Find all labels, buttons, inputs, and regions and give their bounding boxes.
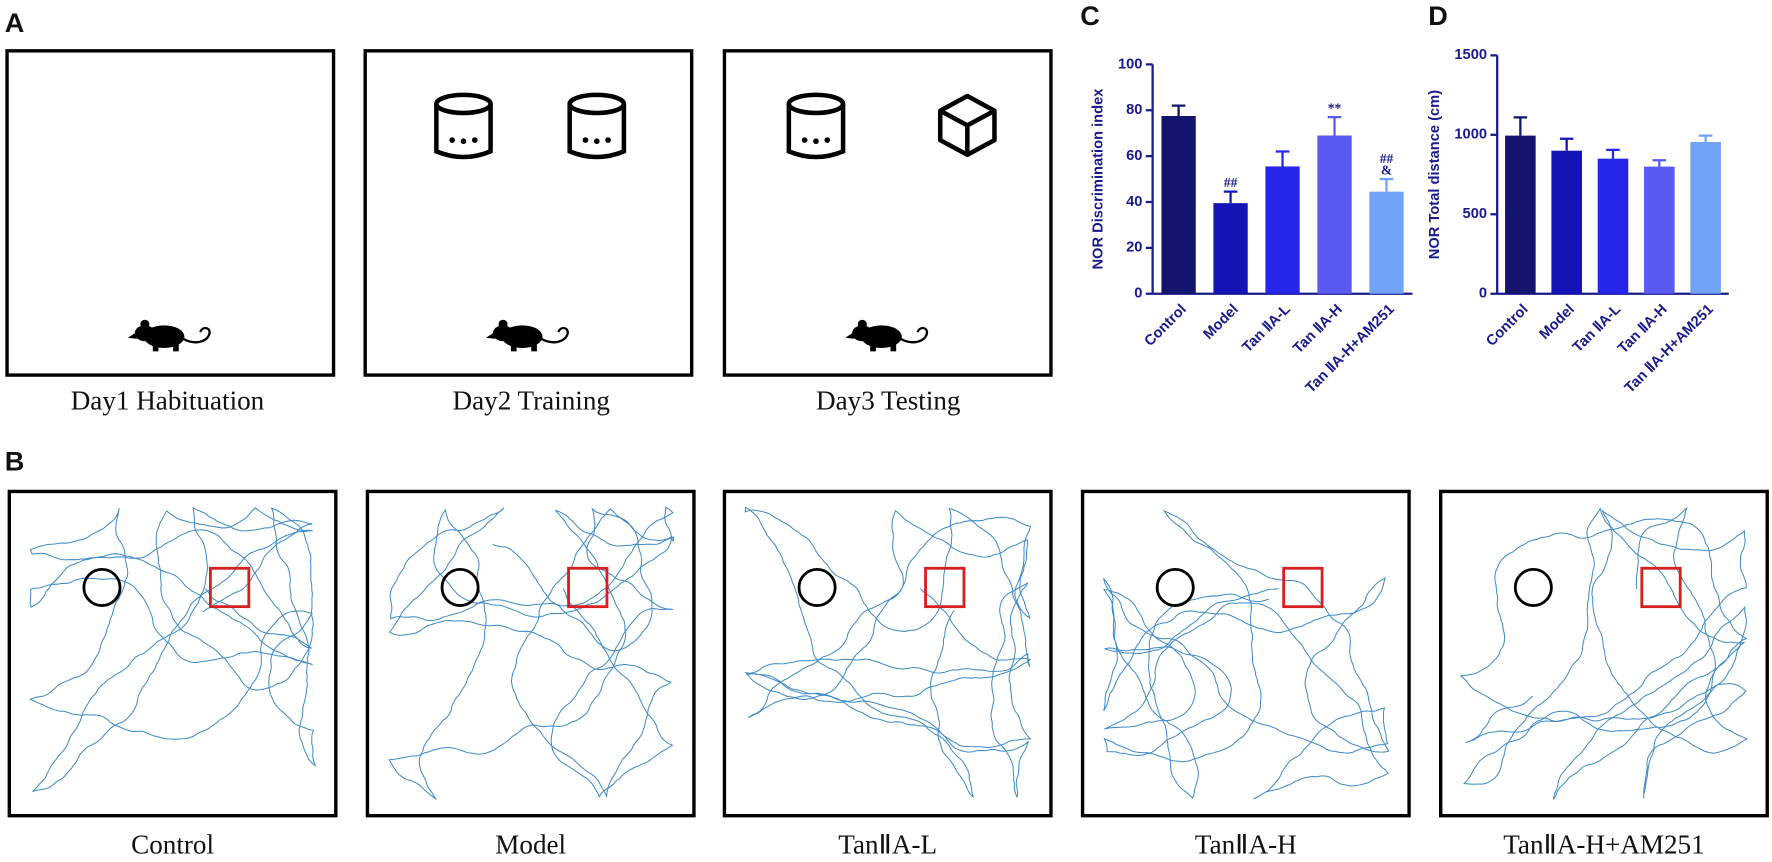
- object-icon: [940, 96, 994, 155]
- caption: Control: [131, 830, 214, 860]
- tracks-panel: Control Model TanⅡA-L TanⅡA-H TanⅡA-H+AM251: [7, 489, 1769, 860]
- arena: [1080, 489, 1411, 818]
- arena: [365, 489, 696, 818]
- bar: [1505, 135, 1536, 294]
- panel-label: A: [5, 7, 25, 38]
- panel-label: B: [5, 445, 25, 476]
- caption: TanⅡA-L: [838, 830, 937, 860]
- familiar-object-zone: [440, 567, 480, 607]
- charts: 0 20 40 60 80 100 NOR Discrimination index Cont…: [1090, 47, 1729, 396]
- familiar-object-zone: [1513, 567, 1553, 607]
- significance-label: &: [1381, 162, 1392, 177]
- error-bar: [1606, 148, 1620, 159]
- caption: Day2 Training: [453, 386, 611, 416]
- familiar-object-zone: [1155, 567, 1195, 607]
- significance-label: ##: [1380, 151, 1394, 166]
- y-axis-label: NOR Discrimination index: [1090, 88, 1106, 270]
- bar: [1161, 115, 1196, 294]
- track: [388, 506, 675, 800]
- novel-object-zone: [567, 566, 609, 609]
- x-tick-label: Tan ⅡA-H+AM251: [1303, 302, 1398, 397]
- y-tick-label: 80: [1126, 102, 1142, 118]
- x-tick-label: Control: [1142, 302, 1190, 350]
- bar: [1369, 191, 1404, 294]
- bar: [1644, 166, 1675, 294]
- familiar-object-zone: [82, 567, 122, 607]
- caption: TanⅡA-H: [1195, 830, 1297, 860]
- object-icon: [789, 95, 843, 157]
- y-tick-label: 100: [1118, 56, 1142, 72]
- y-tick-label: 40: [1126, 194, 1142, 210]
- track: [1102, 509, 1390, 800]
- object-icon: [570, 95, 624, 157]
- mouse-icon: [126, 318, 211, 353]
- novel-object-zone: [924, 566, 966, 609]
- bar: [1551, 150, 1582, 294]
- bar: [1317, 135, 1352, 294]
- y-tick-label: 1500: [1454, 47, 1487, 63]
- error-bar: [1513, 116, 1528, 136]
- significance-label: **: [1328, 100, 1342, 115]
- y-tick-label: 60: [1126, 148, 1142, 164]
- arena: [1439, 489, 1769, 818]
- error-bar: [1171, 104, 1186, 116]
- track: [28, 507, 317, 793]
- significance-label: ##: [1224, 175, 1238, 190]
- error-bar: [1652, 159, 1667, 167]
- error-bar: [1275, 150, 1290, 167]
- x-tick-label: Model: [1201, 302, 1242, 343]
- error-bar: [1327, 116, 1342, 136]
- novel-object-zone: [1282, 566, 1324, 609]
- arena: [722, 49, 1053, 377]
- panel-label: C: [1080, 0, 1100, 31]
- mouse-icon: [844, 318, 929, 353]
- caption: Day3 Testing: [816, 386, 961, 416]
- bar: [1690, 141, 1721, 294]
- arena: [363, 49, 694, 377]
- bar: [1213, 203, 1248, 294]
- familiar-object-zone: [797, 567, 837, 607]
- x-tick-label: Tan ⅡA-H: [1290, 302, 1345, 357]
- error-bar: [1698, 134, 1713, 142]
- x-tick-label: Model: [1537, 302, 1578, 343]
- y-tick-label: 0: [1134, 286, 1142, 302]
- arena: [5, 49, 336, 377]
- novel-object-zone: [208, 566, 251, 609]
- track: [1459, 507, 1748, 800]
- mouse-icon: [484, 318, 569, 353]
- bar: [1597, 158, 1629, 294]
- caption: TanⅡA-H+AM251: [1503, 830, 1704, 860]
- object-icon: [436, 95, 490, 157]
- y-tick-label: 500: [1463, 206, 1487, 222]
- y-axis-label: NOR Total distance (cm): [1427, 90, 1443, 259]
- bar: [1265, 166, 1300, 294]
- y-tick-label: 0: [1479, 286, 1487, 302]
- x-tick-label: Tan ⅡA-L: [1239, 302, 1293, 356]
- novel-object-zone: [1640, 566, 1682, 609]
- arena: [722, 489, 1053, 818]
- y-tick-label: 1000: [1454, 127, 1487, 143]
- caption: Day1 Habituation: [71, 386, 265, 416]
- x-tick-label: Control: [1483, 302, 1531, 350]
- error-bar: [1559, 137, 1574, 151]
- error-bar: [1223, 190, 1238, 204]
- track: [744, 506, 1032, 799]
- y-tick-label: 20: [1126, 240, 1142, 256]
- error-bar: [1379, 177, 1394, 192]
- panel-label: D: [1428, 0, 1448, 31]
- arena: [7, 489, 338, 818]
- x-tick-label: Tan ⅡA-H+AM251: [1622, 302, 1717, 397]
- caption: Model: [495, 830, 566, 860]
- protocol-panel: Day1 Habituation Day2 Training Day3 Test…: [5, 49, 1053, 416]
